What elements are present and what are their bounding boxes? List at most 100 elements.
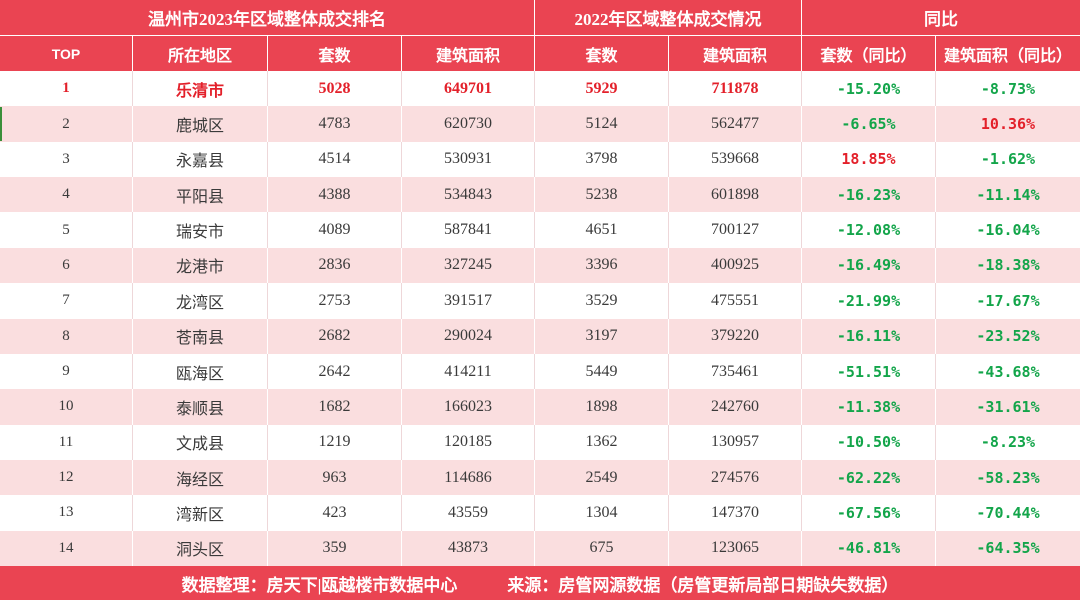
units-2023-cell: 423 (268, 495, 402, 531)
region-cell: 瑞安市 (133, 212, 268, 248)
area-2023-cell: 391517 (402, 283, 535, 319)
region-cell: 龙港市 (133, 247, 268, 284)
row-selection-marker (0, 107, 2, 141)
area-2023-cell: 620730 (402, 106, 535, 142)
area-2022-cell: 735461 (669, 353, 802, 390)
area-yoy-cell: -17.67% (976, 291, 1040, 310)
units-yoy-cell: -15.20% (802, 71, 936, 107)
units-yoy-cell: -62.22% (802, 459, 936, 496)
area-yoy-cell: -11.14% (976, 185, 1040, 204)
units-2023-cell: 2682 (268, 318, 402, 354)
units-2023-cell: 5028 (268, 71, 402, 107)
area-2023-cell: 534843 (402, 177, 535, 213)
rank-cell: 5 (0, 212, 133, 248)
table-row: 14 洞头区 359 43873 675 123065 -46.81% -64.35% (0, 530, 1080, 567)
units-2022-cell: 1898 (535, 389, 669, 425)
units-2022-cell: 5449 (535, 353, 669, 390)
units-yoy-cell: -6.65% (802, 106, 936, 142)
rank-cell: 11 (0, 424, 133, 460)
area-2023-cell: 530931 (402, 141, 535, 178)
units-2023-cell: 2753 (268, 283, 402, 319)
group-header-yoy: 同比 (924, 10, 958, 29)
area-2022-cell: 242760 (669, 389, 802, 425)
footer-source: 来源：房管网源数据（房管更新局部日期缺失数据） (507, 575, 899, 595)
region-cell: 苍南县 (133, 318, 268, 354)
units-yoy-cell: -51.51% (802, 353, 936, 390)
column-header-region: 所在地区 (133, 36, 268, 71)
area-yoy-cell: -1.62% (980, 150, 1036, 169)
units-2023-cell: 4388 (268, 177, 402, 213)
area-yoy-cell: -70.44% (976, 503, 1040, 522)
units-2022-cell: 4651 (535, 212, 669, 248)
area-2023-cell: 166023 (402, 389, 535, 425)
units-2022-cell: 3197 (535, 318, 669, 354)
region-cell: 洞头区 (133, 530, 268, 567)
area-2022-cell: 539668 (669, 141, 802, 178)
area-2022-cell: 562477 (669, 106, 802, 142)
area-yoy-cell: -58.23% (976, 468, 1040, 487)
area-2022-cell: 147370 (669, 495, 802, 531)
table-row: 7 龙湾区 2753 391517 3529 475551 -21.99% -17.67% (0, 283, 1080, 319)
area-yoy-cell: -16.04% (976, 221, 1040, 240)
area-2023-cell: 114686 (402, 459, 535, 496)
table-row: 3 永嘉县 4514 530931 3798 539668 18.85% -1.62% (0, 141, 1080, 178)
footer-bar: 数据整理：房天下|瓯越楼市数据中心 来源：房管网源数据（房管更新局部日期缺失数据… (0, 566, 1080, 600)
area-2022-cell: 130957 (669, 424, 802, 460)
units-yoy-cell: -16.23% (802, 177, 936, 213)
table-row: 1 乐清市 5028 649701 5929 711878 -15.20% -8.73% (0, 71, 1080, 107)
area-2022-cell: 601898 (669, 177, 802, 213)
units-2022-cell: 5238 (535, 177, 669, 213)
units-2022-cell: 1304 (535, 495, 669, 531)
column-header-area-yoy: 建筑面积（同比） (943, 47, 1072, 65)
area-2023-cell: 43559 (402, 495, 535, 531)
rank-cell: 14 (0, 530, 133, 567)
units-2023-cell: 963 (268, 459, 402, 496)
rank-cell: 1 (0, 71, 133, 107)
table-row: 12 海经区 963 114686 2549 274576 -62.22% -58.23% (0, 459, 1080, 496)
group-header-2023-ranking: 温州市2023年区域整体成交排名 (0, 0, 535, 35)
units-2022-cell: 3396 (535, 247, 669, 284)
area-2022-cell: 700127 (669, 212, 802, 248)
units-2023-cell: 4089 (268, 212, 402, 248)
units-yoy-cell: 18.85% (802, 141, 936, 178)
rank-cell: 13 (0, 495, 133, 531)
region-cell: 平阳县 (133, 177, 268, 213)
area-yoy-cell: -18.38% (976, 256, 1040, 275)
rank-cell: 9 (0, 353, 133, 390)
units-2023-cell: 2836 (268, 247, 402, 284)
table-row: 8 苍南县 2682 290024 3197 379220 -16.11% -23.52% (0, 318, 1080, 354)
rank-cell: 4 (0, 177, 133, 213)
table-row: 2 鹿城区 4783 620730 5124 562477 -6.65% 10.36% (0, 106, 1080, 142)
region-cell: 泰顺县 (133, 389, 268, 425)
table-row: 9 瓯海区 2642 414211 5449 735461 -51.51% -43.68% (0, 353, 1080, 390)
area-2022-cell: 711878 (669, 71, 802, 107)
footer-compiled-by: 数据整理：房天下|瓯越楼市数据中心 (181, 575, 458, 595)
region-cell: 永嘉县 (133, 141, 268, 178)
table-row: 10 泰顺县 1682 166023 1898 242760 -11.38% -31.61% (0, 389, 1080, 425)
area-2022-cell: 475551 (669, 283, 802, 319)
units-2022-cell: 5124 (535, 106, 669, 142)
area-2023-cell: 290024 (402, 318, 535, 354)
rank-cell: 12 (0, 459, 133, 496)
column-header-top: TOP (0, 36, 133, 71)
units-2022-cell: 675 (535, 530, 669, 567)
units-2022-cell: 3529 (535, 283, 669, 319)
rank-cell: 2 (0, 106, 133, 142)
area-yoy-cell: 10.36% (980, 115, 1036, 134)
area-2023-cell: 43873 (402, 530, 535, 567)
table-row: 5 瑞安市 4089 587841 4651 700127 -12.08% -16.04% (0, 212, 1080, 248)
region-cell: 海经区 (133, 459, 268, 496)
area-yoy-cell: -64.35% (976, 539, 1040, 558)
units-2022-cell: 2549 (535, 459, 669, 496)
units-yoy-cell: -11.38% (802, 389, 936, 425)
region-cell: 乐清市 (133, 71, 268, 107)
units-2022-cell: 1362 (535, 424, 669, 460)
units-2023-cell: 1219 (268, 424, 402, 460)
group-header-row: 温州市2023年区域整体成交排名 2022年区域整体成交情况 同比 (0, 0, 1080, 36)
units-2022-cell: 3798 (535, 141, 669, 178)
units-yoy-cell: -10.50% (802, 424, 936, 460)
area-2023-cell: 649701 (402, 71, 535, 107)
table-body: 1 乐清市 5028 649701 5929 711878 -15.20% -8.73% 2 鹿城… (0, 71, 1080, 567)
units-2023-cell: 1682 (268, 389, 402, 425)
